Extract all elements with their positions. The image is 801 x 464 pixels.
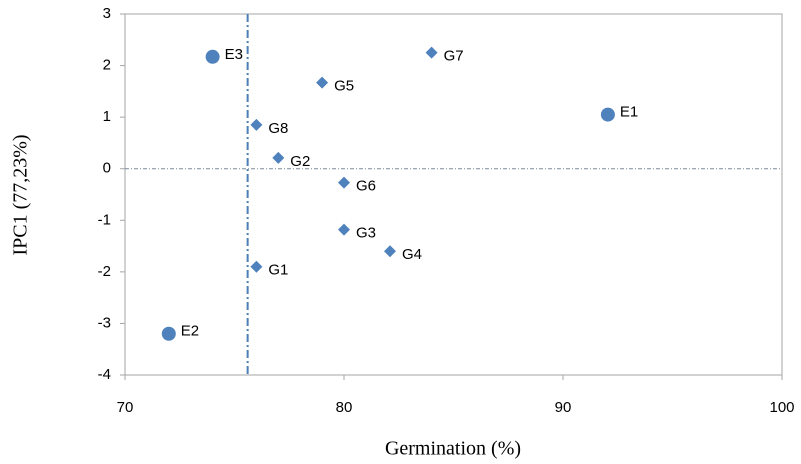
y-tick-label: 2 (103, 57, 111, 74)
point-label: G4 (402, 246, 422, 263)
y-tick-label: 1 (103, 108, 111, 125)
y-tick-label: -4 (98, 366, 111, 383)
point-label: E3 (225, 46, 243, 63)
y-axis-title: IPC1 (77,23%) (10, 134, 32, 255)
x-tick-label: 70 (117, 399, 134, 416)
point-label: G7 (444, 48, 464, 65)
point-label: G6 (356, 178, 376, 195)
y-tick-label: 0 (103, 160, 111, 177)
point (272, 151, 285, 164)
point (161, 326, 176, 341)
plot-area (124, 13, 783, 376)
point (338, 176, 350, 189)
x-axis-title: Germination (%) (385, 438, 521, 460)
x-tick-label: 100 (769, 399, 794, 416)
point-label: G3 (356, 225, 376, 242)
point (316, 76, 329, 89)
point-label: E1 (620, 104, 638, 121)
point (600, 107, 615, 122)
x-tick-label: 80 (336, 399, 353, 416)
point (425, 46, 438, 59)
point-label: G1 (268, 262, 288, 279)
point (250, 118, 263, 131)
y-tick-label: -2 (98, 263, 111, 280)
point-label: E2 (181, 323, 199, 340)
y-tick-label: 3 (103, 5, 111, 22)
point (205, 49, 220, 64)
y-tick-label: -3 (98, 314, 111, 331)
point (250, 260, 263, 273)
point (338, 223, 350, 236)
point-label: G5 (334, 78, 354, 95)
point (383, 245, 396, 258)
x-tick-label: 90 (555, 399, 572, 416)
point-label: G2 (290, 153, 310, 170)
point-label: G8 (268, 120, 288, 137)
y-tick-label: -1 (98, 211, 111, 228)
